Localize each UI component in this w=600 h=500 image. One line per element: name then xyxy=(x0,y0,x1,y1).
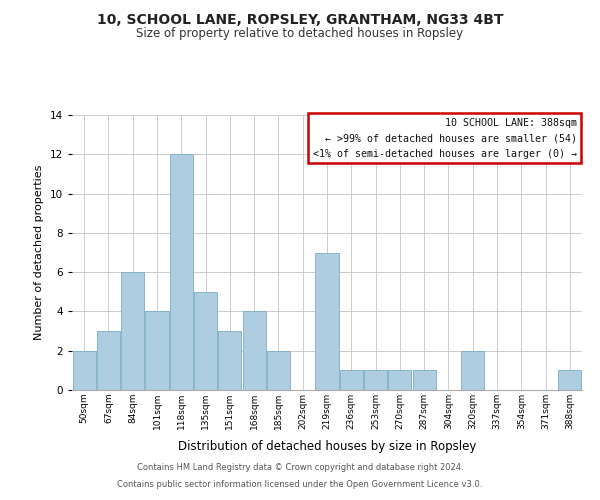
Bar xyxy=(97,331,120,390)
Bar xyxy=(73,350,95,390)
Text: 10, SCHOOL LANE, ROPSLEY, GRANTHAM, NG33 4BT: 10, SCHOOL LANE, ROPSLEY, GRANTHAM, NG33… xyxy=(97,12,503,26)
Bar xyxy=(388,370,412,390)
Bar xyxy=(267,350,290,390)
Bar xyxy=(170,154,193,390)
Bar xyxy=(194,292,217,390)
Bar xyxy=(121,272,144,390)
Text: Contains public sector information licensed under the Open Government Licence v3: Contains public sector information licen… xyxy=(118,480,482,489)
Bar xyxy=(242,312,266,390)
X-axis label: Distribution of detached houses by size in Ropsley: Distribution of detached houses by size … xyxy=(178,440,476,454)
Y-axis label: Number of detached properties: Number of detached properties xyxy=(34,165,44,340)
Bar xyxy=(559,370,581,390)
Text: 10 SCHOOL LANE: 388sqm
← >99% of detached houses are smaller (54)
<1% of semi-de: 10 SCHOOL LANE: 388sqm ← >99% of detache… xyxy=(313,118,577,159)
Bar xyxy=(364,370,387,390)
Bar xyxy=(461,350,484,390)
Bar xyxy=(413,370,436,390)
Bar xyxy=(316,252,338,390)
Bar xyxy=(145,312,169,390)
Text: Contains HM Land Registry data © Crown copyright and database right 2024.: Contains HM Land Registry data © Crown c… xyxy=(137,464,463,472)
Bar xyxy=(340,370,363,390)
Bar xyxy=(218,331,241,390)
Text: Size of property relative to detached houses in Ropsley: Size of property relative to detached ho… xyxy=(136,28,464,40)
